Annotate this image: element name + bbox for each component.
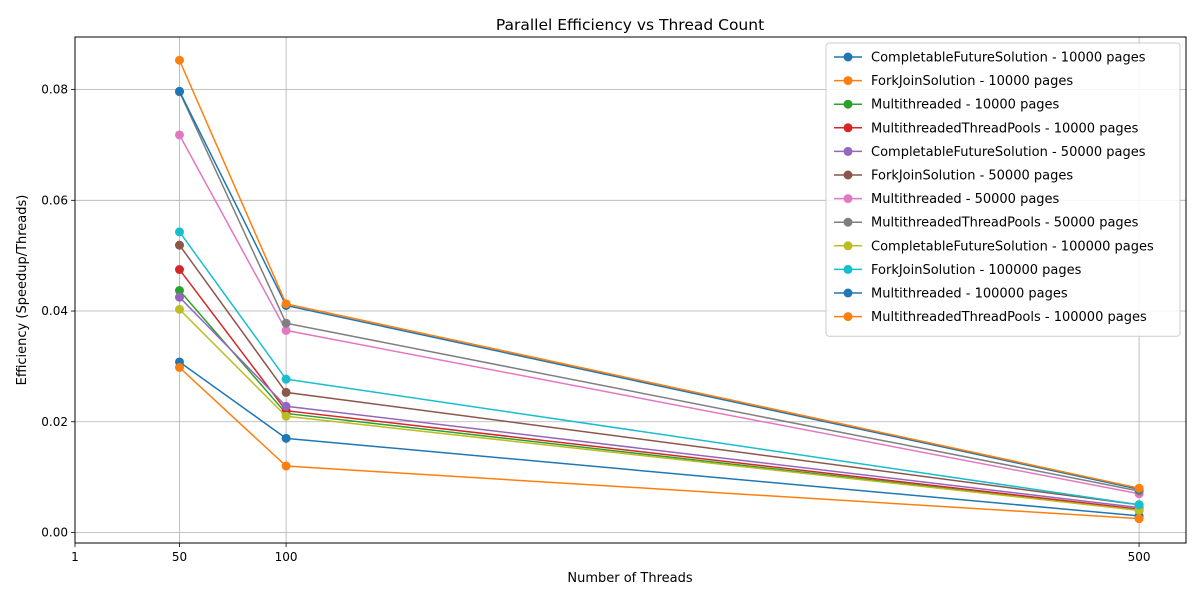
legend-item: MultithreadedThreadPools - 100000 pages xyxy=(834,310,1147,325)
legend-item: CompletableFutureSolution - 50000 pages xyxy=(834,145,1146,160)
data-point xyxy=(281,461,291,471)
y-tick-label: 0.08 xyxy=(41,83,68,97)
data-point xyxy=(281,411,291,421)
x-axis-label: Number of Threads xyxy=(567,571,692,586)
data-point xyxy=(281,374,291,384)
data-point xyxy=(281,299,291,309)
legend-item: ForkJoinSolution - 100000 pages xyxy=(834,263,1082,278)
series-layer xyxy=(174,55,1144,524)
legend-item: CompletableFutureSolution - 100000 pages xyxy=(834,239,1154,254)
legend-label: ForkJoinSolution - 50000 pages xyxy=(871,169,1073,184)
legend-label: ForkJoinSolution - 100000 pages xyxy=(871,263,1082,278)
legend-label: MultithreadedThreadPools - 100000 pages xyxy=(871,310,1147,325)
x-tick-label: 1 xyxy=(71,550,79,564)
plot-frame xyxy=(74,36,1187,544)
data-point xyxy=(174,86,184,96)
legend-label: CompletableFutureSolution - 50000 pages xyxy=(871,145,1146,160)
legend-label: Multithreaded - 10000 pages xyxy=(871,98,1060,113)
legend-label: MultithreadedThreadPools - 50000 pages xyxy=(871,216,1139,231)
y-axis-label: Efficiency (Speedup/Threads) xyxy=(15,195,30,386)
data-point xyxy=(174,304,184,314)
series-10 xyxy=(174,227,1144,510)
series-12 xyxy=(174,55,1144,493)
chart-title: Parallel Efficiency vs Thread Count xyxy=(496,16,764,34)
x-tick-label: 500 xyxy=(1128,550,1151,564)
legend-marker xyxy=(843,99,853,109)
data-point xyxy=(174,240,184,250)
data-point xyxy=(174,286,184,296)
y-tick-label: 0.04 xyxy=(41,304,68,318)
data-point xyxy=(281,318,291,328)
y-tick-label: 0.00 xyxy=(41,525,68,539)
data-point xyxy=(174,55,184,65)
data-point xyxy=(281,387,291,397)
legend-item: Multithreaded - 10000 pages xyxy=(834,98,1060,113)
legend-marker xyxy=(843,217,853,227)
x-tick-label: 50 xyxy=(172,550,187,564)
legend-item: MultithreadedThreadPools - 10000 pages xyxy=(834,121,1139,136)
x-tick-label: 100 xyxy=(275,550,298,564)
legend-marker xyxy=(843,123,853,133)
legend-label: Multithreaded - 50000 pages xyxy=(871,192,1060,207)
legend-marker xyxy=(843,241,853,251)
legend-marker xyxy=(843,288,853,298)
series-2 xyxy=(174,363,1144,524)
x-axis: 1 50 100 500 xyxy=(71,543,1151,564)
data-point xyxy=(281,325,291,335)
data-point xyxy=(174,265,184,275)
legend: CompletableFutureSolution - 10000 pages F… xyxy=(825,42,1181,337)
legend-item: CompletableFutureSolution - 10000 pages xyxy=(834,51,1146,66)
series-7 xyxy=(174,130,1144,499)
legend-box xyxy=(825,42,1181,337)
legend-marker xyxy=(843,146,853,156)
data-point xyxy=(174,363,184,373)
legend-label: Multithreaded - 100000 pages xyxy=(871,287,1068,302)
legend-marker xyxy=(843,76,853,86)
legend-label: CompletableFutureSolution - 10000 pages xyxy=(871,51,1146,66)
legend-marker xyxy=(843,312,853,322)
data-point xyxy=(174,292,184,302)
data-point xyxy=(281,401,291,411)
data-point xyxy=(174,227,184,237)
legend-marker xyxy=(843,264,853,274)
y-tick-label: 0.06 xyxy=(41,193,68,207)
y-axis: 0.00 0.02 0.04 0.06 0.08 xyxy=(41,83,75,539)
legend-item: Multithreaded - 50000 pages xyxy=(834,192,1060,207)
legend-marker xyxy=(843,52,853,62)
legend-label: ForkJoinSolution - 10000 pages xyxy=(871,74,1073,89)
legend-marker xyxy=(843,194,853,204)
legend-item: ForkJoinSolution - 50000 pages xyxy=(834,169,1073,184)
data-point xyxy=(1134,500,1144,510)
legend-item: MultithreadedThreadPools - 50000 pages xyxy=(834,216,1139,231)
y-tick-label: 0.02 xyxy=(41,415,68,429)
legend-item: Multithreaded - 100000 pages xyxy=(834,287,1068,302)
data-point xyxy=(174,130,184,140)
legend-label: CompletableFutureSolution - 100000 pages xyxy=(871,239,1154,254)
legend-item: ForkJoinSolution - 10000 pages xyxy=(834,74,1073,89)
data-point xyxy=(281,433,291,443)
data-point xyxy=(1134,514,1144,524)
data-point xyxy=(1134,483,1144,493)
legend-label: MultithreadedThreadPools - 10000 pages xyxy=(871,121,1139,136)
legend-marker xyxy=(843,170,853,180)
